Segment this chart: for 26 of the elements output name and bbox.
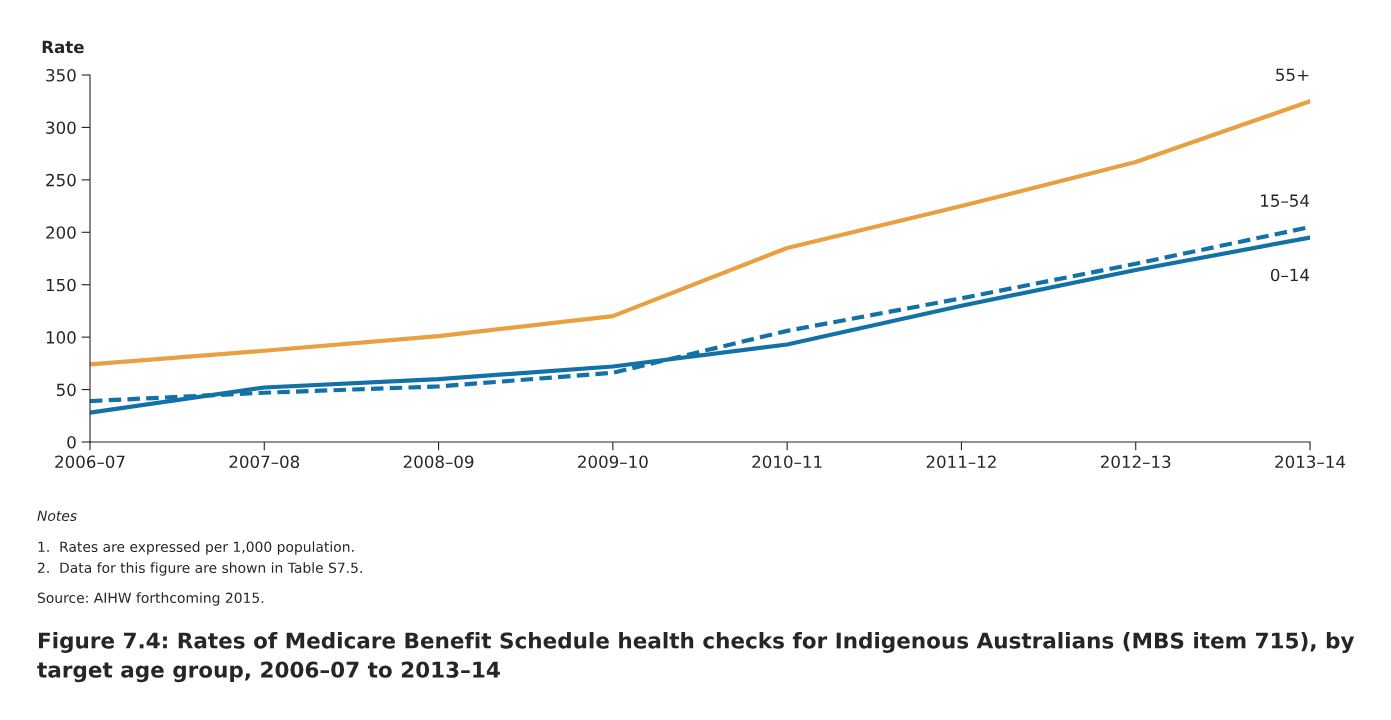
x-tick-label: 2009–10	[578, 455, 648, 469]
line-series	[90, 99, 1310, 367]
text: Figure 7.4: Rates of Medicare Benefit Schedule health checks for Indigenous Australians (MBS item 715), by target age group, 2006–07 to 2013–14	[37, 632, 1355, 683]
x-tick-label: 2011–12	[926, 455, 996, 469]
text: 2. Data for this figure are shown in Table S7.5.	[38, 562, 362, 576]
y-axis-title: Rate	[42, 40, 84, 54]
x-tick-label: 2013–14	[1275, 455, 1346, 469]
y-tick-label: 350	[46, 68, 76, 82]
x-tick-label: 2006–07	[55, 455, 125, 469]
y-tick-label: 150	[46, 278, 76, 292]
y-tick-label: 50	[56, 383, 76, 397]
y-tick-label: 200	[46, 226, 76, 239]
y-tick-label: 100	[46, 331, 76, 344]
x-tick-label: 2012–13	[1100, 455, 1171, 469]
series-label: 55+	[1276, 68, 1309, 82]
text: 1. Rates are expressed per 1,000 population.	[38, 541, 354, 555]
x-tick-label: 2007–08	[229, 455, 300, 469]
y-tick-label: 0	[67, 435, 76, 449]
source-note: Source: AIHW forthcoming 2015.	[37, 592, 264, 606]
x-tick-label: 2010–11	[752, 455, 822, 469]
series-label: 15–54	[1261, 194, 1310, 207]
y-tick-label: 250	[46, 173, 76, 187]
text: Notes	[37, 510, 77, 522]
y-tick-label: 300	[46, 121, 76, 134]
x-tick-label: 2008–09	[403, 455, 474, 469]
series-label: 0–14	[1270, 268, 1310, 282]
